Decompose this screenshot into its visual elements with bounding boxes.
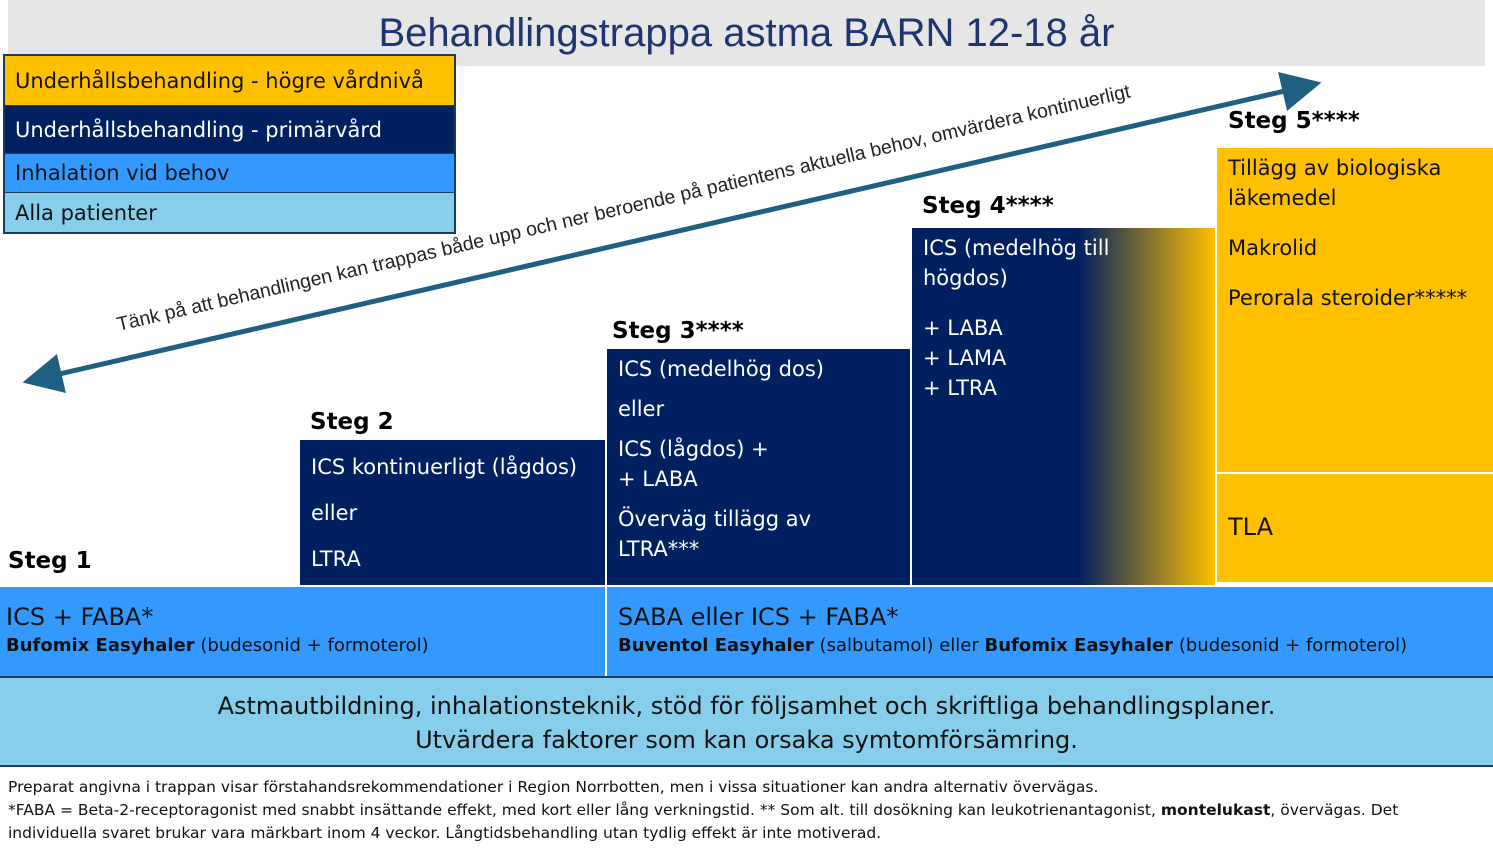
step-line: Perorala steroider***** — [1228, 286, 1468, 310]
drug: Bufomix Easyhaler — [984, 635, 1174, 656]
foundation: Astmautbildning, inhalationsteknik, stöd… — [0, 676, 1493, 767]
step-paragraph: LTRA — [311, 544, 595, 574]
step-line: eller — [311, 501, 358, 525]
step-line: ICS (lågdos) + — [618, 437, 769, 461]
step-paragraph: ICS (medelhög dos) — [618, 354, 900, 384]
step-line: Överväg tillägg av — [618, 507, 812, 531]
step-paragraph: ICS (lågdos) + + LABA — [618, 434, 900, 494]
footnotes: Preparat angivna i trappan visar förstah… — [8, 776, 1488, 845]
title: Behandlingstrappa astma BARN 12-18 år — [378, 10, 1115, 55]
step-label: Steg 2 — [310, 409, 394, 435]
footnote-line: individuella svaret brukar vara märkbart… — [8, 824, 882, 842]
step-line: + LAMA — [923, 346, 1007, 370]
inhalation-row: ICS + FABA* Bufomix Easyhaler (budesonid… — [0, 587, 1493, 676]
step-line: eller — [618, 397, 665, 421]
step-line: + LABA — [923, 316, 1003, 340]
step-line: läkemedel — [1228, 186, 1337, 210]
step-line: LTRA*** — [618, 537, 700, 561]
step-paragraph: eller — [618, 394, 900, 424]
step-paragraph: Makrolid — [1228, 233, 1483, 263]
divider — [605, 587, 607, 676]
drug-detail: (budesonid + formoterol) — [1178, 635, 1408, 656]
step-line: ICS (medelhög dos) — [618, 357, 824, 381]
footnote-bold: montelukast — [1160, 801, 1271, 819]
step-box: ICS kontinuerligt (lågdos) eller LTRA — [300, 440, 605, 585]
step-box: ICS (medelhög till högdos) + LABA + LAMA + L… — [912, 228, 1215, 585]
inhalation-right: SABA eller ICS + FABA* Buventol Easyhale… — [612, 587, 1492, 676]
step-box: Tillägg av biologiska läkemedel Makrolid Pe… — [1217, 148, 1493, 472]
arrow-line — [22, 72, 1322, 393]
footnote-line: Preparat angivna i trappan visar förstah… — [8, 778, 1099, 796]
drug-detail: (salbutamol) eller — [819, 635, 979, 656]
footnote-text: , övervägas. Det — [1270, 801, 1399, 819]
inhalation-left: ICS + FABA* Bufomix Easyhaler (budesonid… — [0, 587, 605, 676]
footnote-line: *FABA = Beta-2-receptoragonist med snabb… — [8, 799, 1488, 822]
step-label: Steg 3**** — [612, 318, 744, 344]
foundation-line: Astmautbildning, inhalationsteknik, stöd… — [217, 692, 1276, 720]
step-line: + LTRA — [923, 376, 998, 400]
inhalation-drug-line: Buventol Easyhaler (salbutamol) eller Bu… — [618, 633, 1492, 659]
step-line: LTRA — [311, 547, 361, 571]
step-paragraph: eller — [311, 498, 595, 528]
step-line: ICS kontinuerligt (lågdos) — [311, 455, 578, 479]
inhalation-heading: SABA eller ICS + FABA* — [618, 603, 899, 631]
step-label: Steg 5**** — [1228, 108, 1360, 134]
foundation-line: Utvärdera faktorer som kan orsaka symtom… — [415, 726, 1078, 754]
step-label: Steg 1 — [8, 548, 92, 574]
step-paragraph: ICS kontinuerligt (lågdos) — [311, 452, 595, 482]
step-label: Steg 4**** — [922, 193, 1054, 219]
step-paragraph: Överväg tillägg av LTRA*** — [618, 504, 900, 564]
step-paragraph: Tillägg av biologiska läkemedel — [1228, 153, 1483, 213]
drug-detail: (budesonid + formoterol) — [200, 635, 429, 656]
step-paragraph: Perorala steroider***** — [1228, 283, 1483, 313]
step-line: + LABA — [618, 467, 698, 491]
drug: Bufomix Easyhaler — [6, 635, 195, 656]
step-line: Tillägg av biologiska — [1228, 156, 1442, 180]
step-line: högdos) — [923, 266, 1008, 290]
step-line: Makrolid — [1228, 236, 1318, 260]
step-extra: TLA — [1217, 474, 1493, 582]
step-paragraph: + LABA + LAMA + LTRA — [923, 313, 1205, 403]
inhalation-heading: ICS + FABA* — [6, 603, 154, 631]
inhalation-drug-line: Bufomix Easyhaler (budesonid + formotero… — [6, 633, 605, 659]
step-box: ICS (medelhög dos) eller ICS (lågdos) + + L… — [607, 349, 910, 585]
drug: Buventol Easyhaler — [618, 635, 814, 656]
step-line: ICS (medelhög till — [923, 236, 1110, 260]
footnote-text: *FABA = Beta-2-receptoragonist med snabb… — [8, 801, 1156, 819]
step-paragraph: ICS (medelhög till högdos) — [923, 233, 1205, 293]
